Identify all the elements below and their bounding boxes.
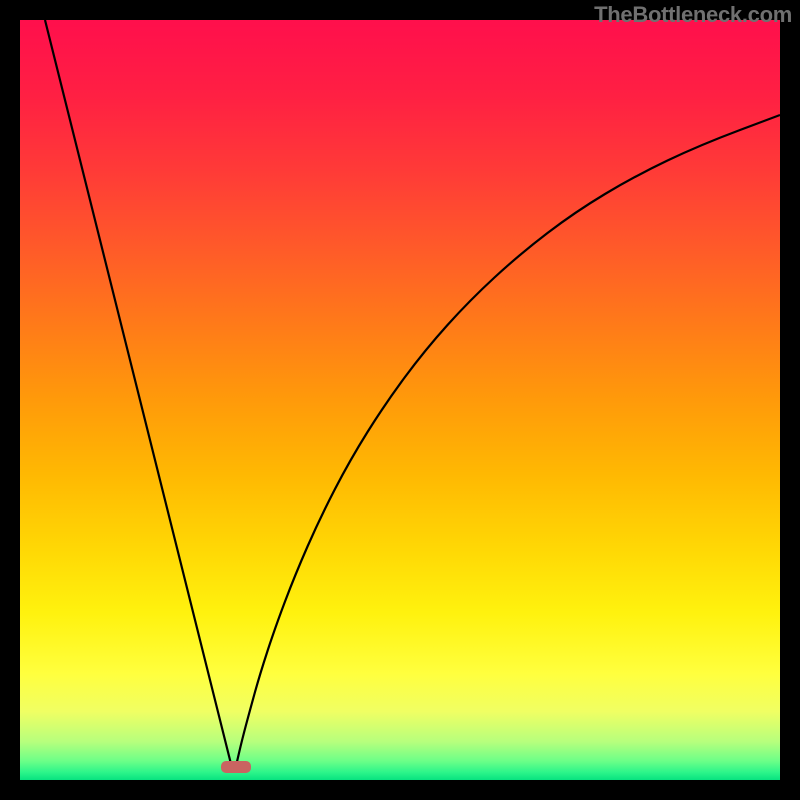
watermark-text: TheBottleneck.com: [594, 2, 792, 28]
background-gradient: [20, 20, 780, 780]
plot-area: [20, 20, 780, 780]
chart-canvas: TheBottleneck.com: [0, 0, 800, 800]
optimum-marker: [221, 761, 251, 773]
